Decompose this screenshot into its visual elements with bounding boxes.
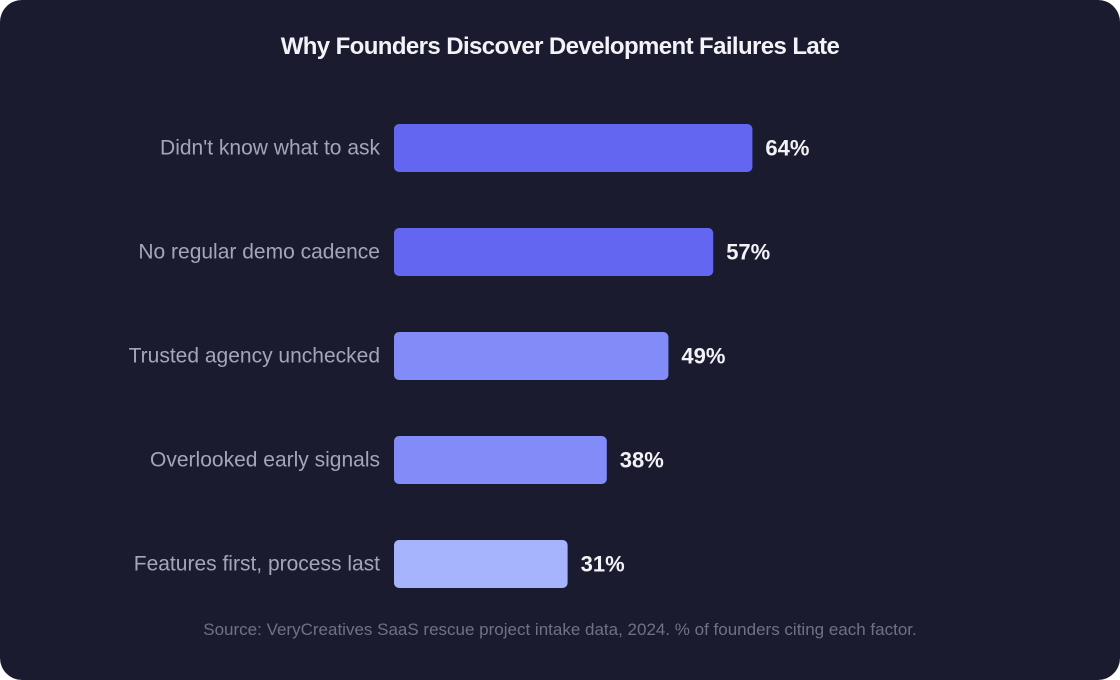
category-label-overlooked-early-signals: Overlooked early signals [150, 449, 380, 472]
value-label-no-regular-demo-cadence: 57% [726, 240, 770, 265]
category-label-no-regular-demo-cadence: No regular demo cadence [138, 241, 380, 264]
chart-title: Why Founders Discover Development Failur… [280, 33, 840, 60]
bar-features-first-process-last [394, 540, 568, 588]
category-label-features-first-process-last: Features first, process last [134, 553, 380, 576]
category-label-trusted-agency-unchecked: Trusted agency unchecked [129, 345, 380, 368]
bar-no-regular-demo-cadence [394, 228, 714, 276]
bar-overlooked-early-signals [394, 436, 607, 484]
category-label-didn-t-know-what-to-ask: Didn't know what to ask [160, 137, 380, 160]
bar-didn-t-know-what-to-ask [394, 124, 753, 172]
value-label-overlooked-early-signals: 38% [620, 448, 664, 473]
source-footnote: Source: VeryCreatives SaaS rescue projec… [203, 620, 917, 639]
value-label-didn-t-know-what-to-ask: 64% [765, 136, 809, 161]
bar-trusted-agency-unchecked [394, 332, 669, 380]
value-label-features-first-process-last: 31% [581, 552, 625, 577]
value-label-trusted-agency-unchecked: 49% [681, 344, 725, 369]
